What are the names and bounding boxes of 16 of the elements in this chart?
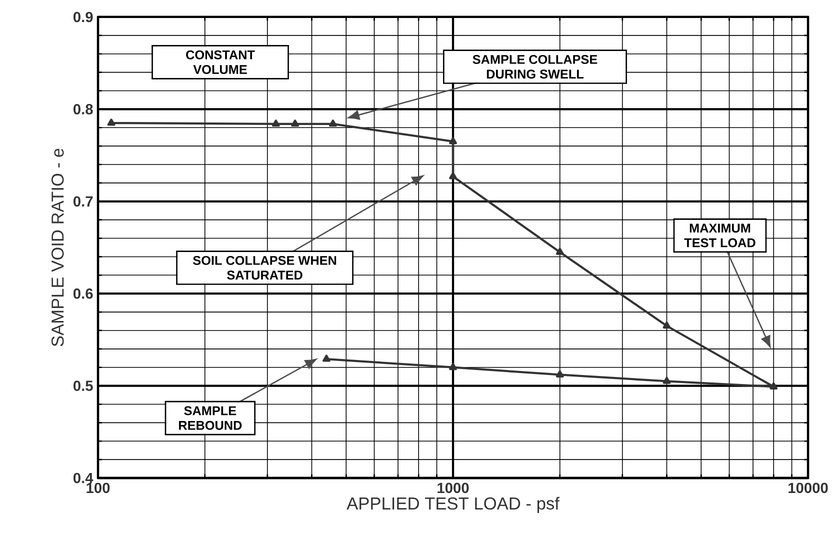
annotation: SAMPLE REBOUND bbox=[179, 406, 242, 430]
y-tick-label: 0.5 bbox=[74, 380, 93, 391]
annotation: CONSTANT VOLUME bbox=[186, 50, 255, 74]
y-axis-title: SAMPLE VOID RATIO - e bbox=[51, 148, 64, 346]
x-tick-label: 1000 bbox=[438, 482, 469, 494]
y-tick-label: 0.8 bbox=[74, 104, 93, 114]
y-tick-label: 0.4 bbox=[74, 472, 94, 484]
annotation: MAXIMUM TEST LOAD bbox=[684, 224, 756, 248]
annotation: SAMPLE COLLAPSE DURING SWELL bbox=[472, 54, 598, 79]
x-tick-label: 10000 bbox=[788, 482, 828, 494]
y-tick-label: 0.6 bbox=[74, 288, 93, 299]
y-tick-label: 0.7 bbox=[74, 196, 93, 207]
x-axis-title: APPLIED TEST LOAD - psf bbox=[346, 496, 560, 514]
annotation: SOIL COLLAPSE WHEN SATURATED bbox=[193, 256, 336, 280]
x-tick-label: 100 bbox=[86, 482, 110, 494]
y-tick-label: 0.9 bbox=[74, 12, 93, 22]
